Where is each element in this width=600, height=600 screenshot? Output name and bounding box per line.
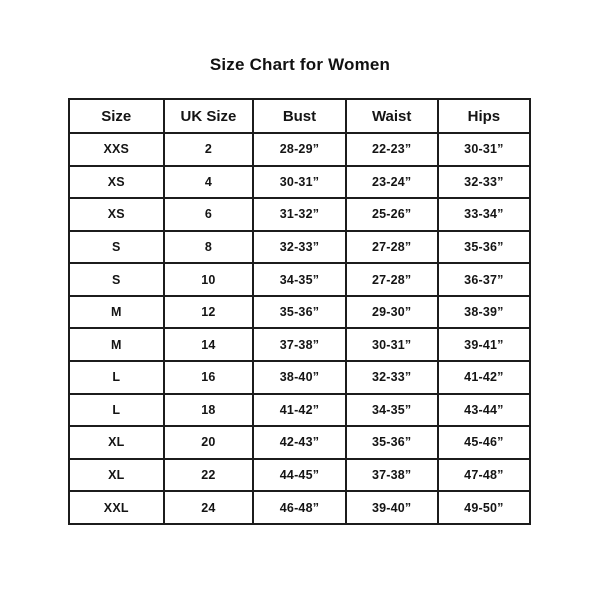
table-cell: 38-40” <box>252 360 347 395</box>
table-row: XS 4 30-31” 23-24” 32-33” <box>68 164 532 200</box>
table-cell: 30-31” <box>252 164 347 200</box>
table-cell: M <box>68 294 165 330</box>
page-title: Size Chart for Women <box>209 55 391 74</box>
table-cell: XS <box>68 164 165 200</box>
table-cell: S <box>68 262 165 297</box>
table-cell: 35-36” <box>252 294 347 330</box>
table-row: M 14 37-38” 30-31” 39-41” <box>68 327 532 363</box>
table-cell: XXL <box>68 490 165 525</box>
table-cell: 23-24” <box>344 164 439 200</box>
table-cell: 35-36” <box>436 229 532 265</box>
table-cell: XL <box>68 425 165 460</box>
size-table-body: XXS 2 28-29” 22-23” 30-31” XS 4 30-31” 23-24” 32-… <box>68 132 532 525</box>
table-cell: 32-33” <box>252 229 347 265</box>
table-cell: 41-42” <box>436 360 532 395</box>
table-cell: 43-44” <box>436 392 532 428</box>
table-cell: 41-42” <box>252 392 347 428</box>
table-row: L 18 41-42” 34-35” 43-44” <box>68 392 532 428</box>
table-cell: 27-28” <box>344 229 439 265</box>
column-header-hips: Hips <box>436 98 532 134</box>
table-row: XL 20 42-43” 35-36” 45-46” <box>68 425 532 460</box>
table-cell: 49-50” <box>436 490 532 525</box>
table-cell: 32-33” <box>436 164 532 200</box>
table-row: S 10 34-35” 27-28” 36-37” <box>68 262 532 297</box>
size-table-header: Size UK Size Bust Waist Hips <box>68 98 532 134</box>
table-cell: 2 <box>162 132 255 167</box>
table-cell: 34-35” <box>252 262 347 297</box>
table-cell: 46-48” <box>252 490 347 525</box>
table-cell: 27-28” <box>344 262 439 297</box>
table-cell: 22 <box>162 457 255 493</box>
table-row: L 16 38-40” 32-33” 41-42” <box>68 360 532 395</box>
table-cell: 30-31” <box>436 132 532 167</box>
table-cell: XL <box>68 457 165 493</box>
table-cell: 25-26” <box>344 197 439 232</box>
column-header-bust: Bust <box>252 98 347 134</box>
table-cell: 32-33” <box>344 360 439 395</box>
table-cell: L <box>68 392 165 428</box>
table-cell: 20 <box>162 425 255 460</box>
table-cell: 4 <box>162 164 255 200</box>
table-cell: 34-35” <box>344 392 439 428</box>
table-cell: XS <box>68 197 165 232</box>
table-cell: 6 <box>162 197 255 232</box>
table-cell: 42-43” <box>252 425 347 460</box>
size-table: Size UK Size Bust Waist Hips XXS 2 28-29” 2… <box>68 98 532 525</box>
table-cell: 30-31” <box>344 327 439 363</box>
table-cell: XXS <box>68 132 165 167</box>
table-cell: 36-37” <box>436 262 532 297</box>
table-cell: 45-46” <box>436 425 532 460</box>
header-row: Size UK Size Bust Waist Hips <box>68 98 532 134</box>
table-cell: 39-41” <box>436 327 532 363</box>
table-cell: 12 <box>162 294 255 330</box>
table-cell: 14 <box>162 327 255 363</box>
table-cell: 29-30” <box>344 294 439 330</box>
column-header-waist: Waist <box>344 98 439 134</box>
table-cell: 8 <box>162 229 255 265</box>
table-row: XXL 24 46-48” 39-40” 49-50” <box>68 490 532 525</box>
table-cell: 10 <box>162 262 255 297</box>
table-cell: 31-32” <box>252 197 347 232</box>
table-cell: 33-34” <box>436 197 532 232</box>
table-cell: 28-29” <box>252 132 347 167</box>
table-cell: S <box>68 229 165 265</box>
table-cell: 37-38” <box>252 327 347 363</box>
table-cell: 24 <box>162 490 255 525</box>
table-cell: 16 <box>162 360 255 395</box>
table-cell: 47-48” <box>436 457 532 493</box>
table-row: M 12 35-36” 29-30” 38-39” <box>68 294 532 330</box>
table-cell: M <box>68 327 165 363</box>
table-row: S 8 32-33” 27-28” 35-36” <box>68 229 532 265</box>
table-cell: 37-38” <box>344 457 439 493</box>
table-row: XXS 2 28-29” 22-23” 30-31” <box>68 132 532 167</box>
table-cell: 22-23” <box>344 132 439 167</box>
column-header-size: Size <box>68 98 165 134</box>
table-row: XS 6 31-32” 25-26” 33-34” <box>68 197 532 232</box>
table-cell: 38-39” <box>436 294 532 330</box>
table-cell: 18 <box>162 392 255 428</box>
table-cell: 44-45” <box>252 457 347 493</box>
column-header-uk-size: UK Size <box>162 98 255 134</box>
table-cell: L <box>68 360 165 395</box>
table-cell: 39-40” <box>344 490 439 525</box>
table-row: XL 22 44-45” 37-38” 47-48” <box>68 457 532 493</box>
size-table-container: Size UK Size Bust Waist Hips XXS 2 28-29” 2… <box>68 98 532 525</box>
table-cell: 35-36” <box>344 425 439 460</box>
